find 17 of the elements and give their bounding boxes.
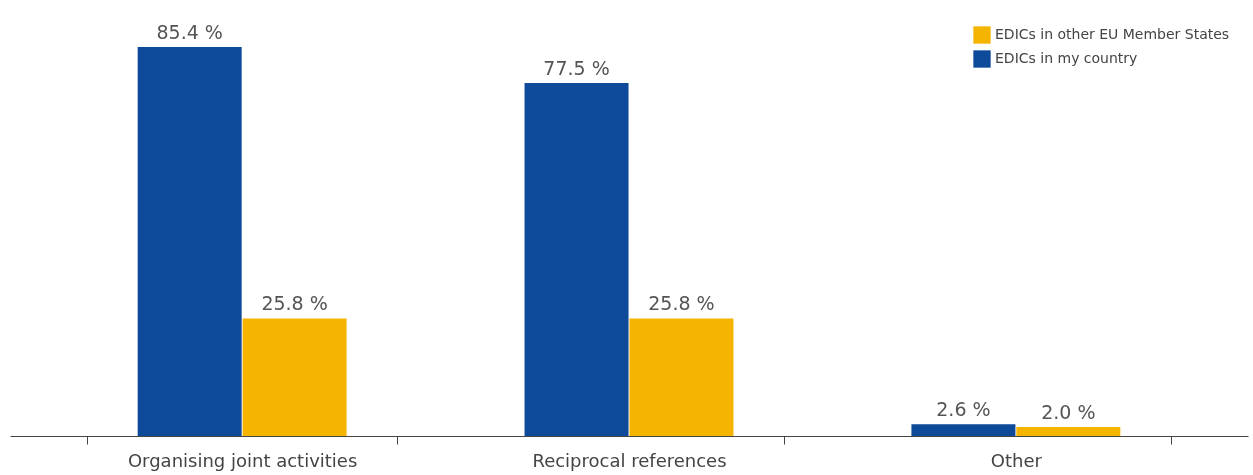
bar: [1016, 426, 1121, 436]
bar: [911, 424, 1016, 436]
legend-label: EDICs in other EU Member States: [995, 26, 1230, 42]
data-label: 25.8 %: [648, 292, 715, 315]
data-label: 2.0 %: [1041, 400, 1096, 423]
data-label: 2.6 %: [936, 398, 991, 421]
x-tick-label: Other: [990, 449, 1043, 471]
bar: [242, 318, 347, 436]
x-tick-label: Reciprocal references: [532, 449, 727, 471]
bar: [629, 318, 734, 436]
bar: [524, 82, 629, 436]
x-tick-label: Organising joint activities: [127, 449, 358, 471]
legend-label: EDICs in my country: [995, 50, 1138, 66]
data-label: 85.4 %: [156, 20, 223, 43]
data-label: 77.5 %: [543, 56, 610, 79]
bar: [137, 46, 242, 436]
data-label: 25.8 %: [261, 292, 328, 315]
